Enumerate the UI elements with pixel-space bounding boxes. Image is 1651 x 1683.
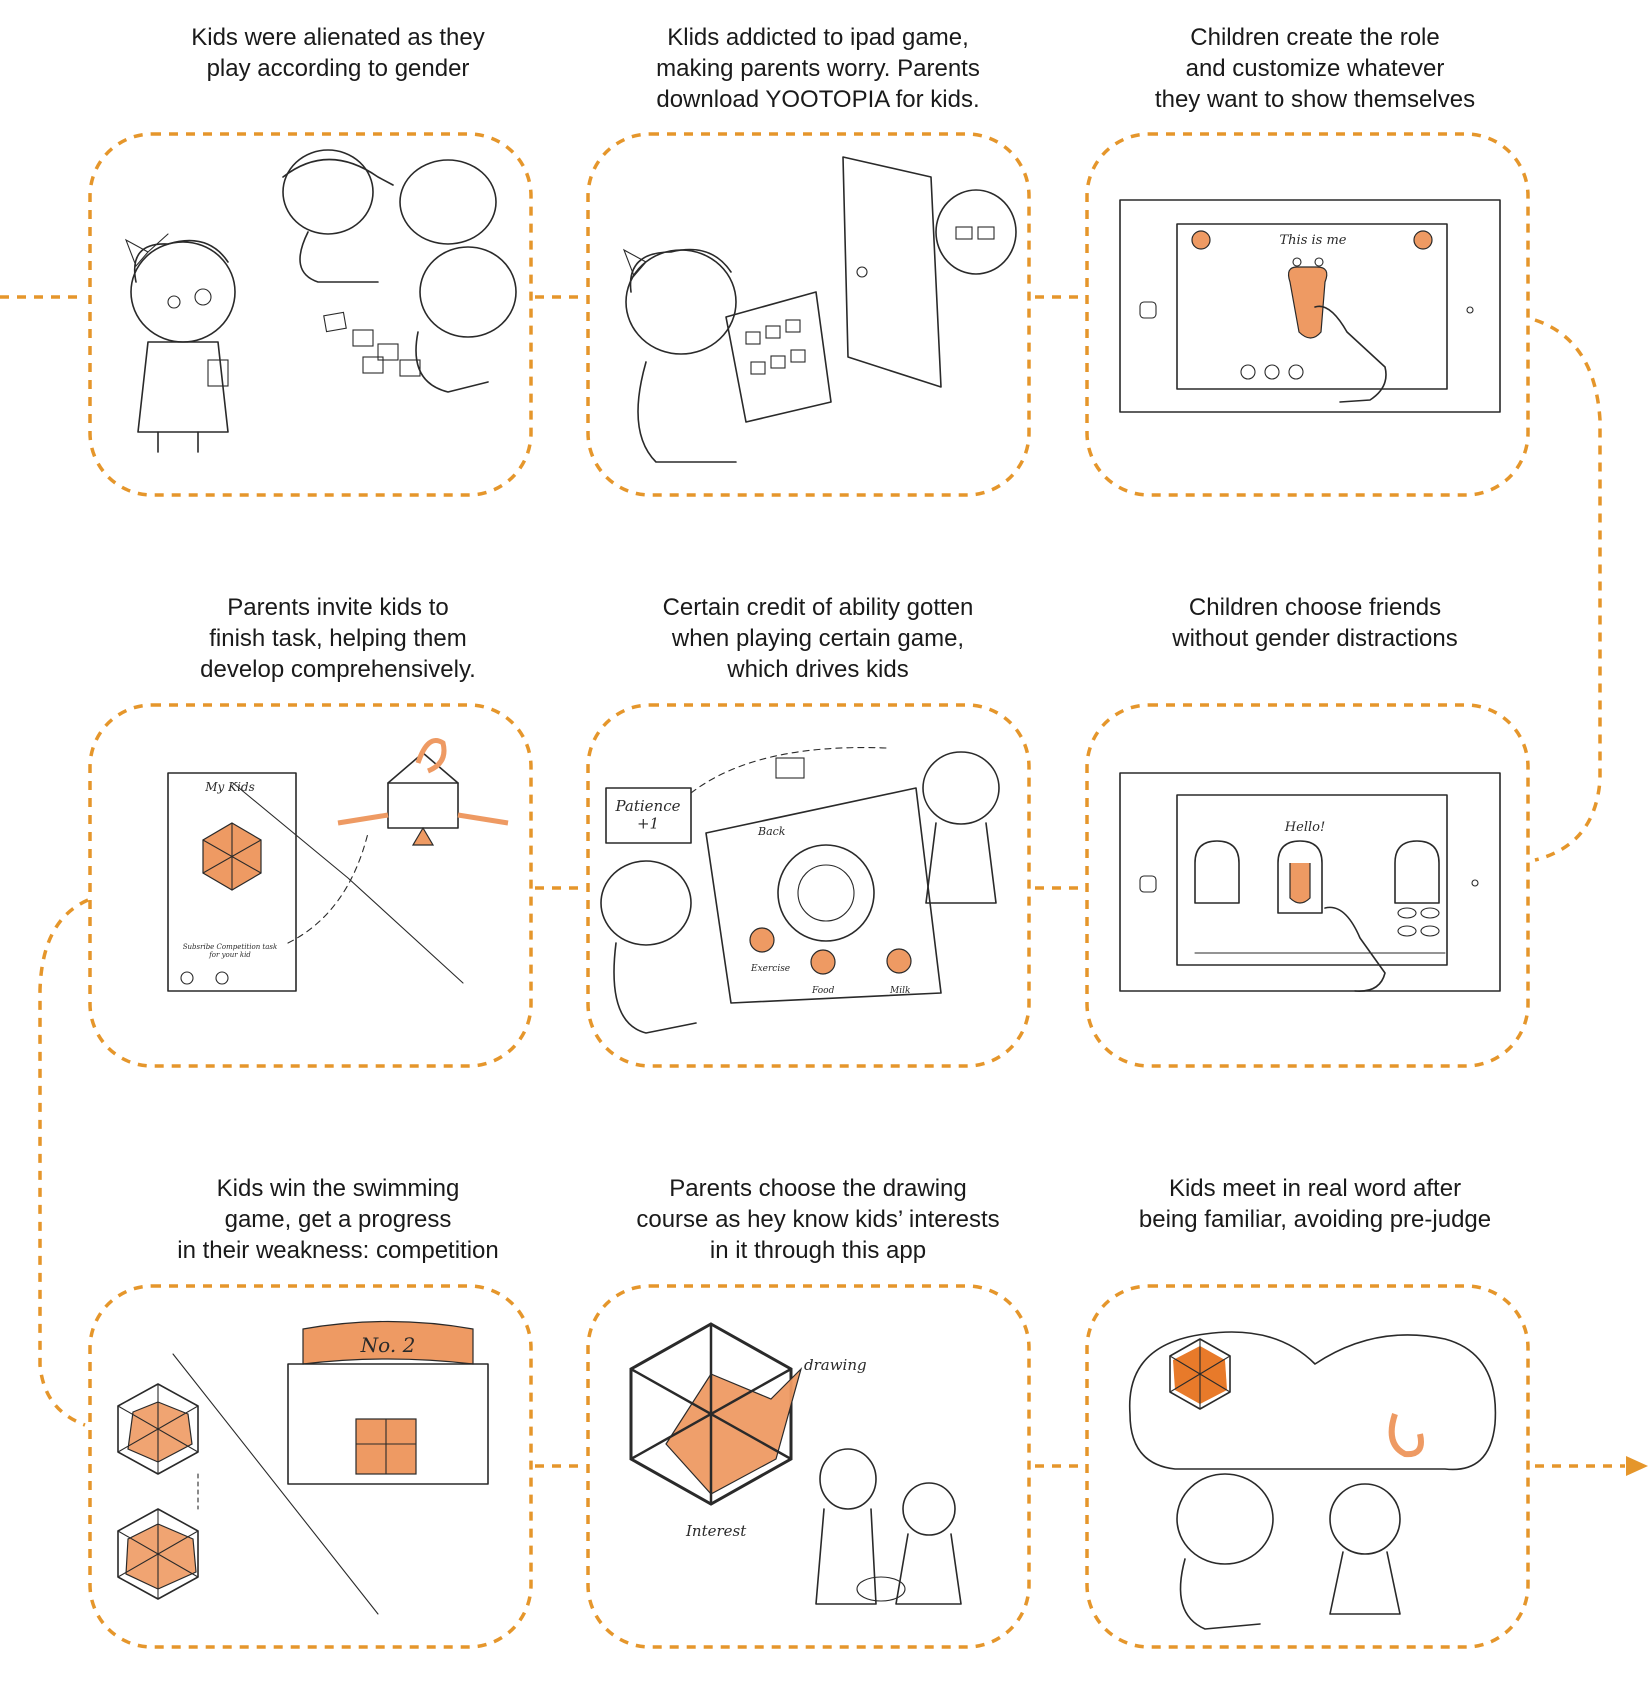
step-5-caption: Certain credit of ability gotten when pl… xyxy=(662,594,974,683)
kids-meet-sketch xyxy=(1176,1473,1401,1630)
parent-and-kid-sketch xyxy=(815,1448,962,1605)
menu-food: Food xyxy=(811,986,835,996)
girl-with-cards-sketch xyxy=(124,233,236,453)
menu-exercise: Exercise xyxy=(750,964,790,974)
step-7-panel: No. 2 xyxy=(88,1284,533,1649)
screen-link: Subsribe Competition task for your kid xyxy=(183,943,278,959)
step-3-caption: Children create the role and customize w… xyxy=(1154,24,1476,113)
girl-with-ipad-sketch xyxy=(622,248,832,463)
flow-end-arrow xyxy=(1626,1456,1648,1476)
podium-banner-sketch: No. 2 xyxy=(287,1320,489,1485)
kids-sketch xyxy=(600,751,1000,1034)
back-label: Back xyxy=(757,825,786,838)
step-3-panel: This is me xyxy=(1085,132,1530,497)
step-8-panel: drawing Interest xyxy=(586,1284,1031,1649)
screen-title: My Kids xyxy=(204,780,255,794)
gift-box-sketch xyxy=(287,738,509,944)
step-6-caption: Children choose friends without gender d… xyxy=(1172,594,1458,652)
step-8-caption: Parents choose the drawing course as hey… xyxy=(636,1175,1000,1264)
step-9-caption: Kids meet in real word after being famil… xyxy=(1138,1175,1492,1233)
step-7-caption: Kids win the swimming game, get a progre… xyxy=(177,1175,499,1264)
radar-before-after-sketch xyxy=(117,1353,379,1615)
step-6-panel: Hello! xyxy=(1085,703,1530,1068)
kids-playing-cards-sketch xyxy=(282,149,517,393)
step-5-panel: Patience +1 Back Exercise Food Milk xyxy=(586,703,1031,1068)
step-4-caption: Parents invite kids to finish task, help… xyxy=(200,594,476,683)
phone-my-kids-sketch: My Kids Subsribe Competition task for you… xyxy=(167,772,464,992)
step-2-panel xyxy=(586,132,1031,497)
credit-bubble-sketch: Patience +1 xyxy=(605,747,887,844)
step-1-panel xyxy=(88,132,533,497)
label-drawing: drawing xyxy=(804,1356,867,1374)
tablet-choose-friends-sketch: Hello! xyxy=(1119,772,1501,992)
game-screen-sketch: Back Exercise Food Milk xyxy=(705,787,942,1004)
step-2-caption: Klids addicted to ipad game, making pare… xyxy=(656,24,980,113)
door-parent-sketch xyxy=(842,156,1017,388)
thought-cloud-sketch xyxy=(1128,1331,1497,1471)
bubble-text: Patience +1 xyxy=(614,797,680,832)
banner-text: No. 2 xyxy=(360,1333,416,1357)
step-1-caption: Kids were alienated as they play accordi… xyxy=(191,24,485,82)
tablet-create-role-sketch: This is me xyxy=(1119,199,1501,413)
menu-milk: Milk xyxy=(889,986,910,996)
step-4-panel: My Kids Subsribe Competition task for you… xyxy=(88,703,533,1068)
screen-text: This is me xyxy=(1280,233,1347,248)
radar-interest-sketch: drawing Interest xyxy=(629,1322,867,1540)
label-interest: Interest xyxy=(685,1522,747,1540)
screen-text: Hello! xyxy=(1284,820,1325,835)
step-9-panel xyxy=(1085,1284,1530,1649)
